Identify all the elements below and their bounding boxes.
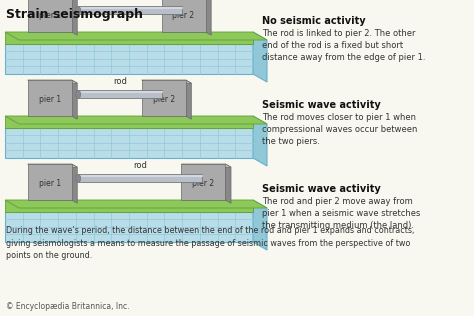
Polygon shape xyxy=(5,116,267,124)
Ellipse shape xyxy=(76,174,81,182)
Bar xyxy=(162,0,206,32)
Text: pier 2: pier 2 xyxy=(153,95,175,104)
Polygon shape xyxy=(253,200,267,250)
Bar xyxy=(27,0,72,32)
Bar xyxy=(5,128,253,158)
Text: rod: rod xyxy=(113,77,127,86)
Text: pier 1: pier 1 xyxy=(38,179,61,188)
Text: Strain seismograph: Strain seismograph xyxy=(6,8,143,21)
Text: The rod moves closer to pier 1 when
compressional waves occur between
the two pi: The rod moves closer to pier 1 when comp… xyxy=(262,113,418,146)
Text: During the wave’s period, the distance between the end of the rod and pier 1 exp: During the wave’s period, the distance b… xyxy=(6,226,414,260)
Text: The rod is linked to pier 2. The other
end of the rod is a fixed but short
dista: The rod is linked to pier 2. The other e… xyxy=(262,29,426,62)
Text: pier 1: pier 1 xyxy=(38,95,61,104)
Bar xyxy=(5,32,253,44)
Text: No seismic activity: No seismic activity xyxy=(262,16,365,26)
Polygon shape xyxy=(5,200,267,208)
Bar xyxy=(27,164,72,200)
Polygon shape xyxy=(72,164,77,203)
Polygon shape xyxy=(27,80,77,83)
Text: © Encyclopædia Britannica, Inc.: © Encyclopædia Britannica, Inc. xyxy=(6,302,129,311)
Polygon shape xyxy=(253,116,267,166)
Bar xyxy=(5,212,253,242)
Polygon shape xyxy=(182,164,231,167)
Bar xyxy=(78,90,163,98)
Polygon shape xyxy=(186,80,191,119)
Text: rod: rod xyxy=(123,0,137,3)
Text: pier 2: pier 2 xyxy=(173,11,195,20)
Text: rod: rod xyxy=(133,161,147,170)
Bar xyxy=(142,80,186,116)
Text: pier 1: pier 1 xyxy=(38,11,61,20)
Polygon shape xyxy=(27,164,77,167)
Bar xyxy=(182,164,226,200)
Text: The rod and pier 2 move away from
pier 1 when a seismic wave stretches
the trans: The rod and pier 2 move away from pier 1… xyxy=(262,197,420,230)
Bar xyxy=(27,80,72,116)
Text: Seismic wave activity: Seismic wave activity xyxy=(262,100,381,110)
Bar xyxy=(5,200,253,212)
Bar xyxy=(5,116,253,128)
Ellipse shape xyxy=(76,6,81,15)
Bar xyxy=(5,44,253,74)
Polygon shape xyxy=(226,164,231,203)
Polygon shape xyxy=(142,80,191,83)
Bar xyxy=(78,6,182,15)
Ellipse shape xyxy=(76,90,81,98)
Polygon shape xyxy=(72,80,77,119)
Polygon shape xyxy=(253,32,267,82)
Bar xyxy=(78,174,202,182)
Polygon shape xyxy=(72,0,77,35)
Polygon shape xyxy=(206,0,211,35)
Polygon shape xyxy=(5,32,267,40)
Text: pier 2: pier 2 xyxy=(192,179,214,188)
Text: Seismic wave activity: Seismic wave activity xyxy=(262,184,381,194)
